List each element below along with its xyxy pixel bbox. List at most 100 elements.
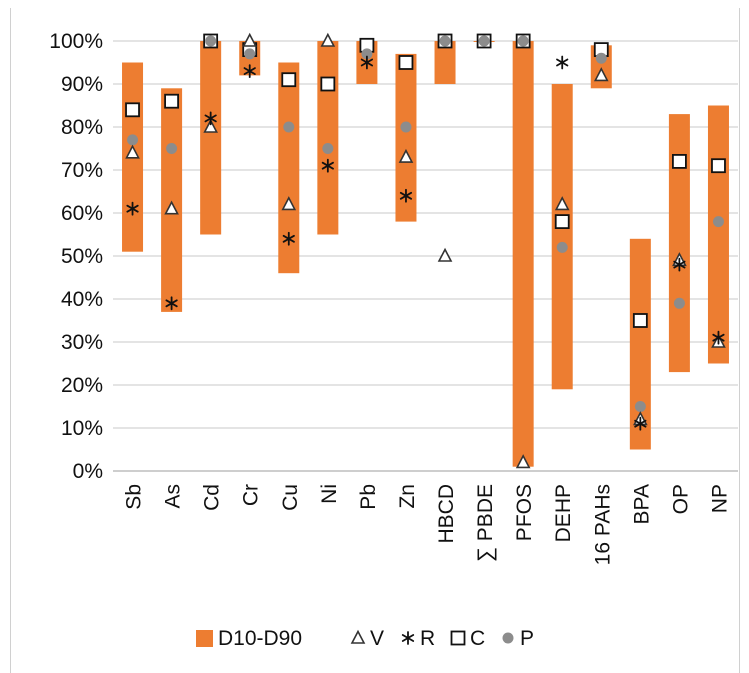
range-bar [317,41,339,235]
marker-c [554,214,570,230]
range-bar [707,105,729,364]
marker-c [672,153,687,169]
marker-r [556,55,569,70]
figure-frame [10,8,740,673]
marker-v [554,196,570,211]
range-bar [551,84,573,390]
marker-v [242,32,258,47]
x-tick-label: PFOS [513,484,536,541]
marker-c [320,76,336,92]
marker-p [439,35,451,47]
x-tick-label: NP [708,484,731,513]
x-tick-label: Pb [357,484,380,510]
x-tick-label: Ni [318,484,341,504]
legend-marker-r [401,631,415,645]
y-tick-label: 40% [61,288,103,311]
marker-c [632,313,648,328]
y-tick-labels: 0% 10% 20% 30% 40% 50% 60% 70% 80% 90% 100% [49,30,103,483]
marker-p [127,134,139,146]
marker-v [281,196,297,211]
data-markers [125,32,726,469]
legend-label: D10-D90 [218,627,302,650]
marker-c [125,102,140,118]
x-tick-label: Cr [240,484,263,506]
legend-label: P [520,627,534,650]
y-tick-label: 100% [49,30,103,53]
marker-v [320,32,336,47]
legend-marker-v [350,629,366,644]
marker-p [166,143,178,154]
legend-label: V [370,627,384,650]
marker-c [711,158,726,174]
x-tick-label: 16 PAHs [591,484,614,565]
y-tick-label: 30% [61,331,103,354]
marker-r [282,231,295,246]
x-tick-label: Cd [201,484,224,511]
marker-p [673,297,685,309]
marker-r [126,201,139,216]
y-tick-label: 70% [61,159,103,182]
marker-r [204,111,217,126]
x-tick-label: DEHP [552,484,575,542]
x-tick-label: Zn [396,484,419,509]
range-bar [395,53,417,222]
marker-p [283,121,295,133]
x-tick-label: Sb [123,484,146,510]
marker-r [634,416,647,431]
range-bar [278,62,300,274]
y-tick-label: 90% [61,73,103,96]
x-tick-label: BPA [630,484,653,524]
x-tick-label: OP [669,484,692,514]
y-tick-label: 50% [61,245,103,268]
marker-p [595,52,607,64]
legend-marker-p [502,632,514,644]
x-tick-labels: Sb As Cd Cr Cu Ni Pb Zn HBCD ∑ PBDE PFOS DEHP 16 PAH… [123,484,732,565]
marker-c [281,72,297,88]
marker-v [515,454,531,469]
legend-label: R [420,627,435,650]
marker-r [673,257,686,272]
marker-p [634,401,646,412]
marker-r [712,330,725,345]
marker-p [517,35,529,47]
marker-v [125,144,140,159]
marker-r [360,55,374,70]
marker-v [164,200,179,215]
marker-r [399,188,413,203]
x-tick-label: Cu [279,484,302,511]
legend: D10-D90 V R C P [196,627,534,650]
range-bar [161,88,183,312]
marker-p [556,241,568,253]
x-tick-label: ∑ PBDE [474,484,497,562]
marker-v [398,148,414,163]
marker-v [593,67,609,82]
marker-c [398,55,414,70]
marker-p [400,121,412,133]
marker-p [322,143,334,154]
marker-r [165,296,178,311]
y-tick-label: 10% [61,417,103,440]
marker-p [244,48,256,60]
marker-p [712,216,724,228]
marker-v [203,118,218,133]
marker-r [243,64,256,78]
marker-p [205,35,217,47]
range-bar [512,41,534,467]
y-tick-label: 60% [61,202,103,225]
marker-c [164,93,179,109]
legend-label: C [470,627,485,650]
marker-r [321,158,334,173]
range-bar [200,41,222,235]
y-tick-label: 20% [61,374,103,397]
legend-marker-c [450,630,466,646]
range-bar [668,114,690,373]
marker-p [478,35,490,47]
legend-swatch-range [196,630,213,647]
range-bar [629,238,651,450]
range-bar [434,41,456,84]
y-tick-label: 0% [73,460,103,483]
x-tick-label: HBCD [435,484,458,544]
marker-v [437,247,453,262]
marker-p [361,48,373,60]
